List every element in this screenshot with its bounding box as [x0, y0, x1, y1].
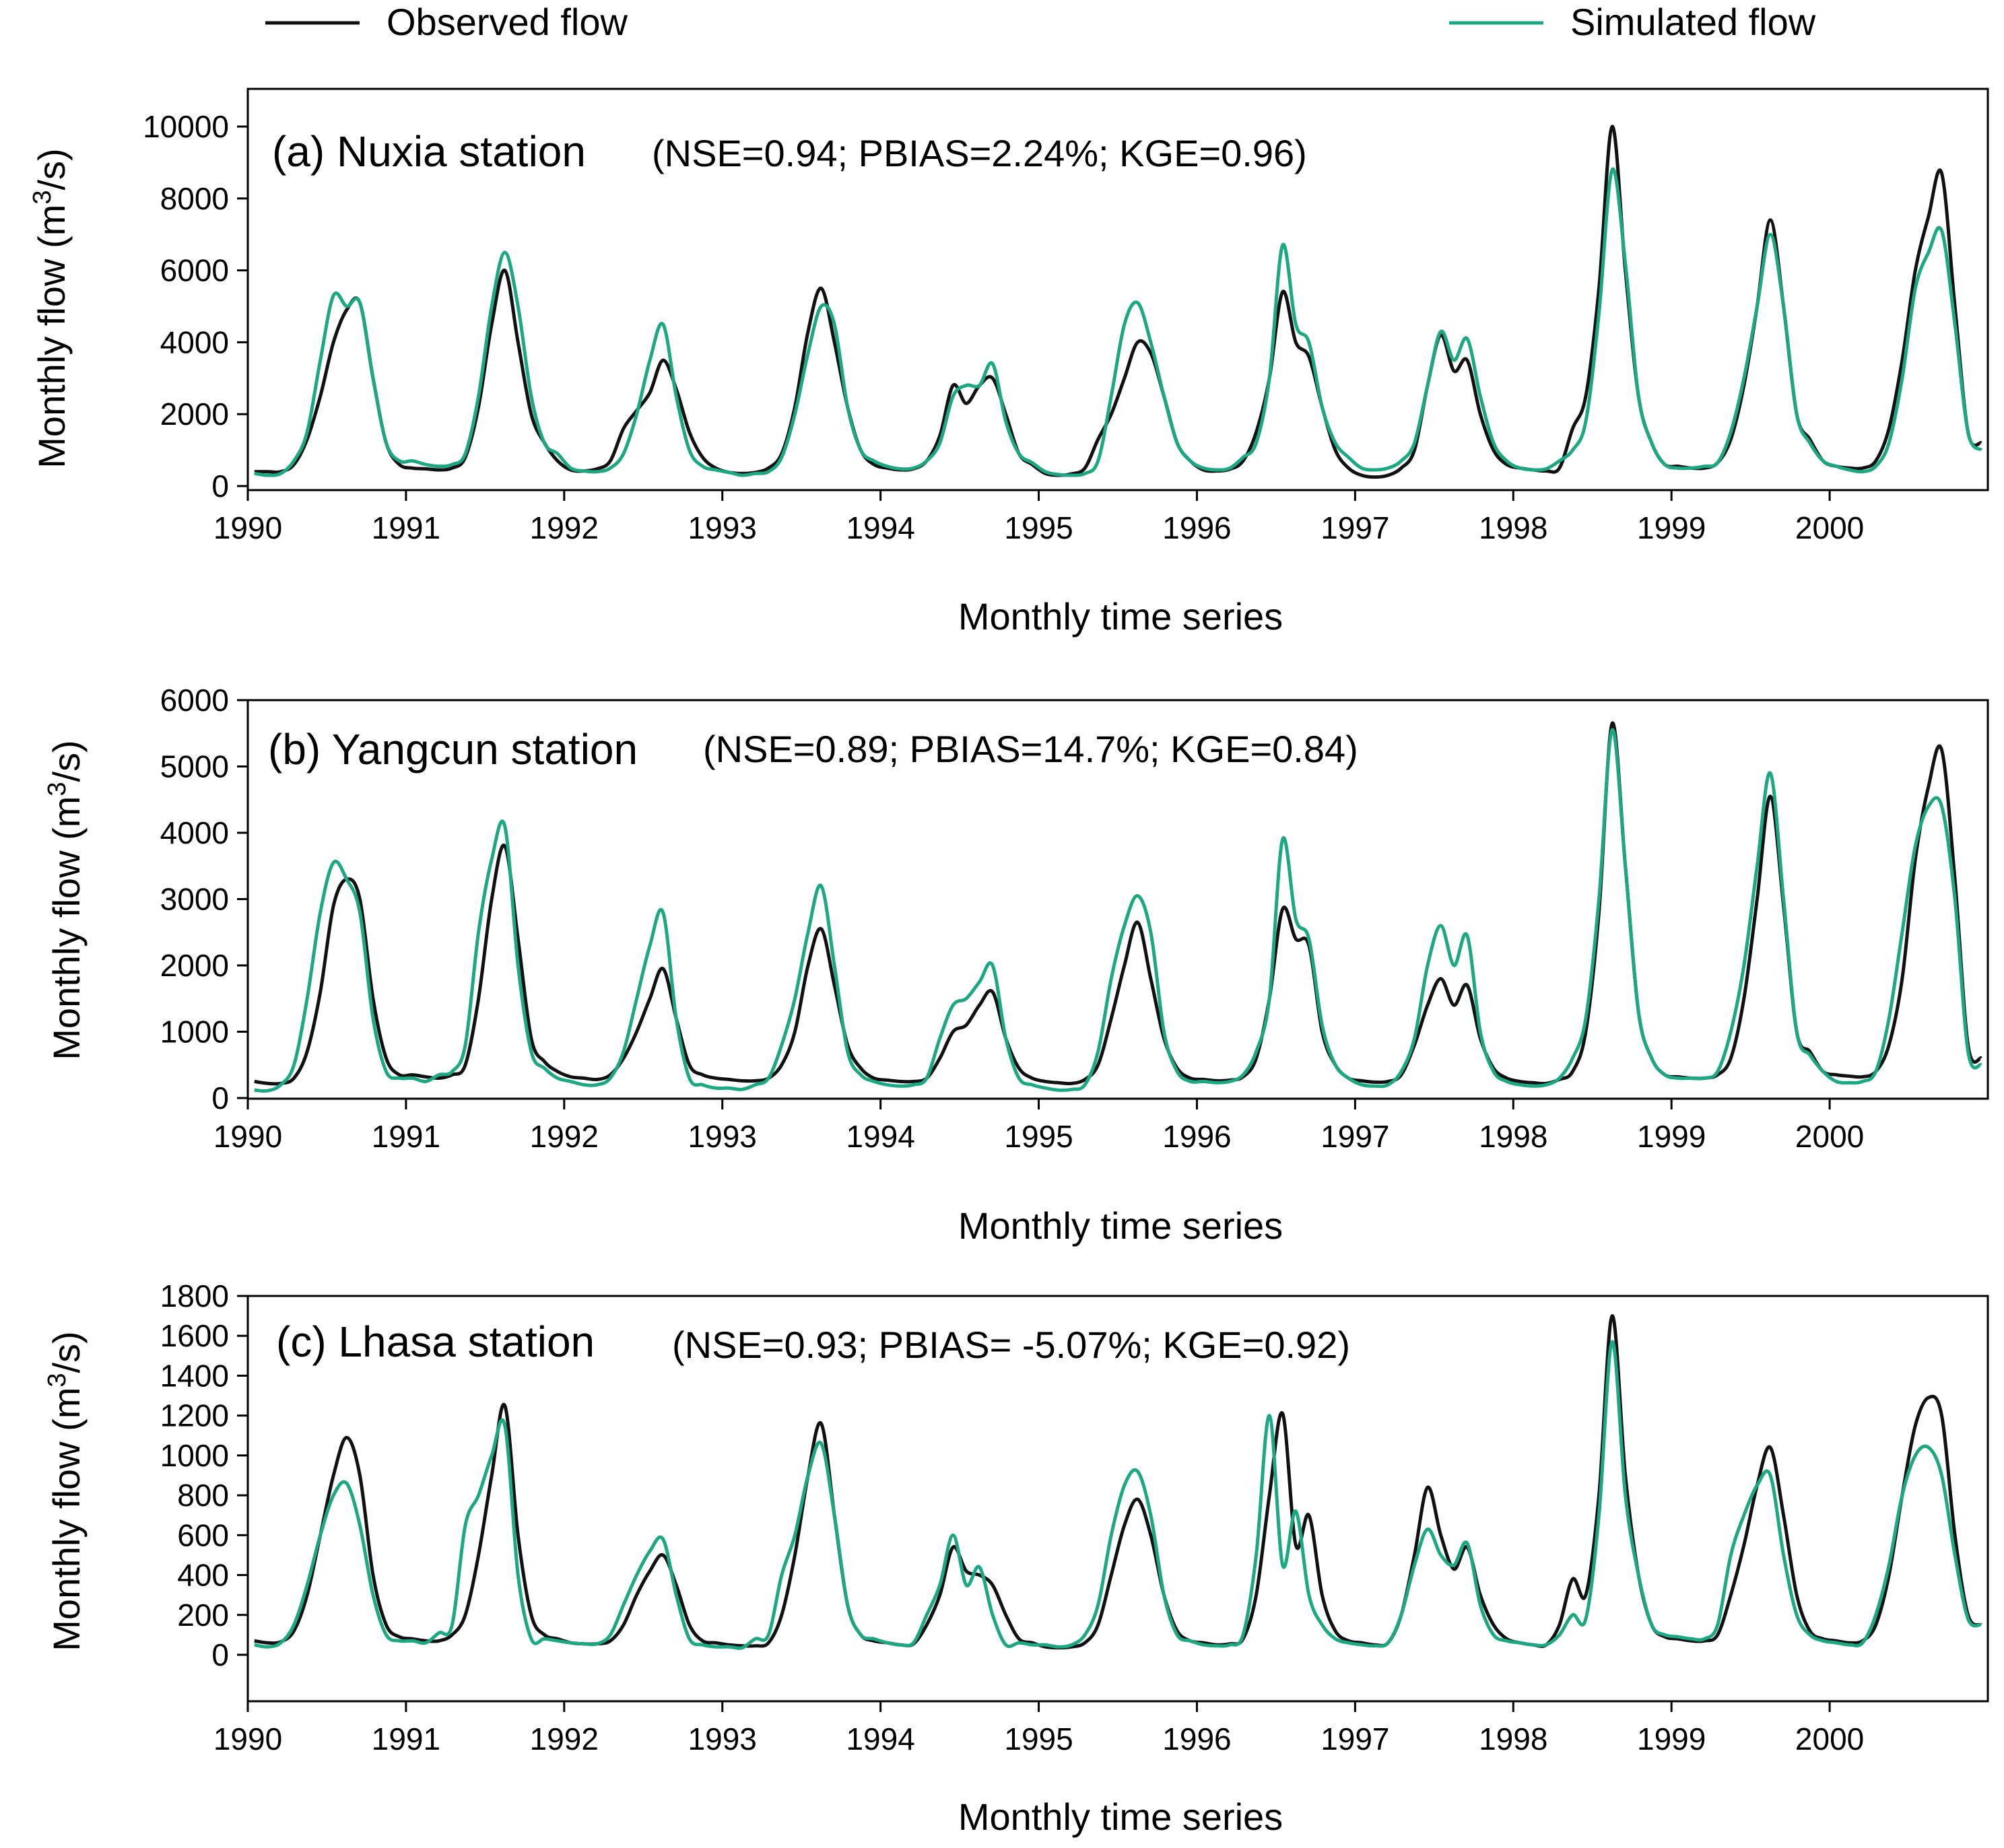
panel-b: 0 1000 2000 3000 4000 5000 6000 1990 1991 1992 199…	[43, 683, 1989, 1247]
panel-c-xtick-label: 1995	[1004, 1721, 1073, 1756]
panel-a-ytick-label: 10000	[143, 109, 229, 144]
panel-c-xtick-label: 1993	[688, 1721, 757, 1756]
panel-c-ytick-label: 200	[177, 1598, 229, 1633]
panel-b-ytick-label: 6000	[160, 683, 229, 718]
panel-b-xtick-label: 1997	[1321, 1119, 1389, 1154]
panel-b-ytick-label: 4000	[160, 815, 229, 850]
panel-c-xtick-label: 1999	[1637, 1721, 1706, 1756]
panel-c-xtick-label: 1994	[846, 1721, 914, 1756]
panel-c-xtick-label: 2000	[1795, 1721, 1864, 1756]
panel-a-xtick-label: 1992	[530, 510, 599, 545]
panel-c-xlabel: Monthly time series	[958, 1795, 1283, 1838]
panel-a-ylabel-main: Monthly flow (m	[30, 205, 73, 469]
panel-b-xtick-label: 1990	[213, 1119, 282, 1154]
panel-b-xtick-label: 2000	[1795, 1119, 1864, 1154]
panel-c-frame	[246, 1295, 1989, 1703]
panel-a-xtick-label: 1999	[1637, 510, 1706, 545]
panel-a: 0 2000 4000 6000 8000 10000 1990 1991 1992 1993 19…	[28, 88, 1989, 638]
panel-c-ytick-label: 1200	[160, 1398, 229, 1433]
panel-b-ytick-label: 0	[211, 1081, 229, 1116]
panel-b-xlabel: Monthly time series	[958, 1204, 1283, 1247]
panel-b-ylabel-main: Monthly flow (m	[45, 796, 88, 1060]
panel-c-stats: (NSE=0.93; PBIAS= -5.07%; KGE=0.92)	[672, 1324, 1350, 1366]
panel-a-ticks: 0 2000 4000 6000 8000 10000 1990 1991 1992 1993 19…	[143, 109, 1864, 545]
panel-c-xtick-label: 1998	[1479, 1721, 1547, 1756]
panel-a-xlabel: Monthly time series	[958, 595, 1283, 638]
panel-c: 0 200 400 600 800 1000 1200 1400 1600 1800 1990 199…	[43, 1278, 1989, 1838]
panel-c-ytick-label: 1600	[160, 1318, 229, 1353]
panel-a-ylabel-tail: /s)	[30, 148, 73, 190]
panel-a-ytick-label: 0	[211, 469, 229, 504]
panel-a-ytick-label: 6000	[160, 253, 229, 288]
panel-a-title: (a) Nuxia station	[272, 127, 586, 176]
panel-a-xtick-label: 1998	[1479, 510, 1547, 545]
panel-a-stats: (NSE=0.94; PBIAS=2.24%; KGE=0.96)	[652, 132, 1307, 174]
panel-b-ytick-label: 5000	[160, 749, 229, 784]
panel-b-xtick-label: 1998	[1479, 1119, 1547, 1154]
panel-c-ytick-label: 600	[177, 1517, 229, 1552]
panel-c-ytick-label: 0	[211, 1637, 229, 1672]
panel-b-ylabel: Monthly flow (m3/s)	[43, 740, 88, 1060]
panel-c-ylabel: Monthly flow (m3/s)	[43, 1331, 88, 1651]
panel-c-xtick-label: 1996	[1162, 1721, 1231, 1756]
panel-b-stats: (NSE=0.89; PBIAS=14.7%; KGE=0.84)	[703, 728, 1358, 770]
panel-b-xtick-label: 1991	[372, 1119, 440, 1154]
panel-b-xtick-label: 1993	[688, 1119, 757, 1154]
panel-c-xtick-label: 1990	[213, 1721, 282, 1756]
panel-b-title: (b) Yangcun station	[268, 725, 638, 774]
panel-a-ylabel: Monthly flow (m3/s)	[28, 148, 73, 468]
panel-c-ytick-label: 400	[177, 1558, 229, 1593]
legend-simulated-label: Simulated flow	[1570, 1, 1816, 43]
panel-b-xtick-label: 1994	[846, 1119, 914, 1154]
panel-a-ytick-label: 2000	[160, 397, 229, 432]
panel-c-xtick-label: 1991	[372, 1721, 440, 1756]
panel-a-frame	[246, 88, 1989, 491]
panel-b-xtick-label: 1999	[1637, 1119, 1706, 1154]
panel-a-xtick-label: 1994	[846, 510, 914, 545]
panel-c-ticks: 0 200 400 600 800 1000 1200 1400 1600 1800 1990 199…	[160, 1278, 1865, 1756]
panel-b-xtick-label: 1996	[1162, 1119, 1231, 1154]
panel-b-simulated-line	[254, 728, 1982, 1093]
legend-observed-label: Observed flow	[387, 1, 628, 43]
panel-a-xtick-label: 1990	[213, 510, 282, 545]
panel-b-xtick-label: 1995	[1004, 1119, 1073, 1154]
panel-a-observed-line	[254, 125, 1982, 479]
panel-b-xtick-label: 1992	[530, 1119, 599, 1154]
panel-b-ytick-label: 1000	[160, 1015, 229, 1050]
panel-b-ytick-label: 2000	[160, 948, 229, 983]
panel-c-simulated-line	[254, 1340, 1982, 1650]
panel-b-frame	[246, 699, 1989, 1100]
panel-a-xtick-label: 1993	[688, 510, 757, 545]
panel-c-ytick-label: 1400	[160, 1358, 229, 1393]
legend: Observed flow Simulated flow	[265, 1, 1816, 43]
panel-a-xtick-label: 1997	[1321, 510, 1389, 545]
panel-a-ytick-label: 8000	[160, 181, 229, 216]
panel-c-title: (c) Lhasa station	[276, 1317, 595, 1366]
panel-a-xtick-label: 1991	[372, 510, 440, 545]
panel-b-ytick-label: 3000	[160, 882, 229, 917]
panel-b-ylabel-sup: 3	[43, 782, 71, 796]
panel-c-ylabel-main: Monthly flow (m	[45, 1388, 88, 1651]
panel-c-ylabel-sup: 3	[43, 1373, 71, 1387]
panel-c-ytick-label: 1800	[160, 1278, 229, 1313]
panel-c-xtick-label: 1997	[1321, 1721, 1389, 1756]
panel-a-simulated-line	[254, 167, 1983, 477]
panel-a-xtick-label: 1995	[1004, 510, 1073, 545]
panel-c-ytick-label: 1000	[160, 1438, 229, 1473]
panel-a-ytick-label: 4000	[160, 324, 229, 360]
panel-c-ylabel-tail: /s)	[45, 1331, 88, 1373]
panel-b-ticks: 0 1000 2000 3000 4000 5000 6000 1990 1991 1992 199…	[160, 683, 1865, 1154]
panel-b-observed-line	[254, 721, 1983, 1086]
panel-c-ytick-label: 800	[177, 1478, 229, 1513]
panel-a-xtick-label: 1996	[1162, 510, 1231, 545]
panel-a-ylabel-sup: 3	[28, 190, 57, 204]
panel-c-xtick-label: 1992	[530, 1721, 599, 1756]
panel-a-xtick-label: 2000	[1795, 510, 1864, 545]
panel-b-ylabel-tail: /s)	[45, 740, 88, 782]
